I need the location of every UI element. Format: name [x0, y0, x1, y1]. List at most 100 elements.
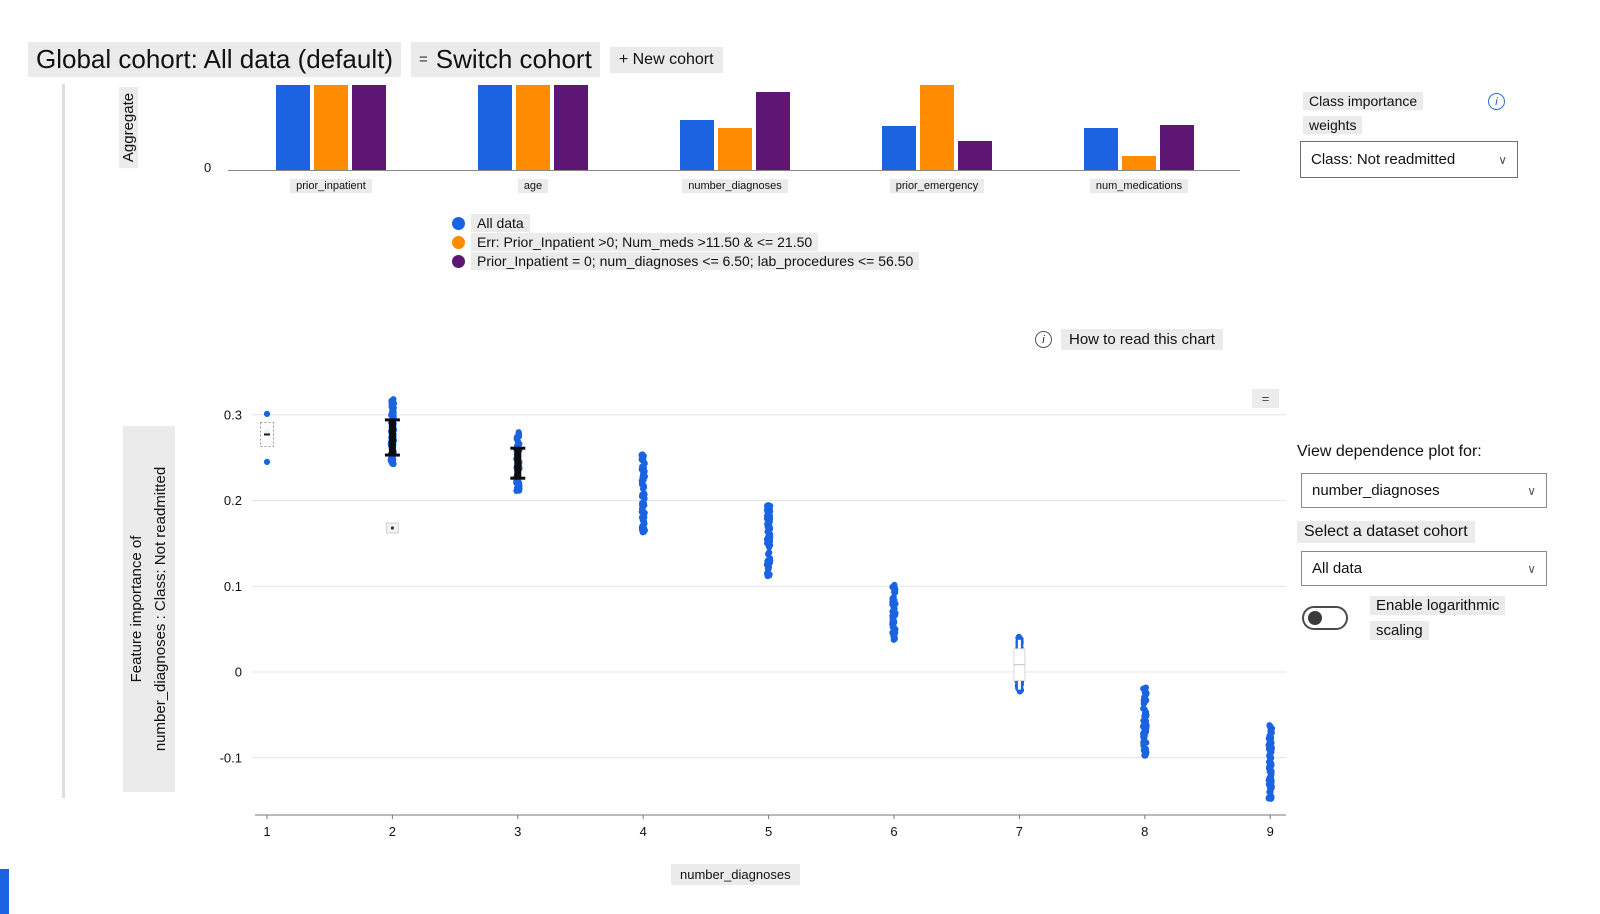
x-tick-label: 6 [890, 824, 897, 839]
x-tick-label: 3 [514, 824, 521, 839]
feature-column-prior_inpatient: prior_inpatient [230, 85, 432, 193]
point-cluster-x3 [510, 429, 526, 494]
y-axis-label-line1: Feature importance of [128, 535, 145, 683]
page-title: Global cohort: All data (default) [28, 42, 401, 77]
switch-cohort-label: Switch cohort [435, 44, 592, 74]
aggregate-zero-tick: 0 [204, 160, 212, 175]
point-cluster-x6 [889, 581, 899, 643]
point-cluster-x5 [763, 502, 774, 580]
dependence-y-axis-label: Feature importance of number_diagnoses :… [123, 426, 175, 792]
legend-dot-orange [452, 235, 465, 249]
bar-series-1 [516, 85, 550, 170]
class-importance-label-line2: weights [1303, 116, 1363, 134]
chevron-down-icon: ∨ [1527, 561, 1536, 576]
new-cohort-button[interactable]: + New cohort [609, 46, 723, 73]
legend-label: All data [471, 214, 530, 232]
point-cluster-x1 [260, 410, 274, 465]
class-weight-selected-value: Class: Not readmitted [1311, 151, 1456, 168]
toggle-knob [1308, 611, 1322, 625]
legend-item-all-data[interactable]: All data [452, 214, 919, 232]
bar-series-2 [958, 141, 992, 170]
bar-cluster [680, 85, 790, 170]
switch-cohort-button[interactable]: = Switch cohort [410, 42, 600, 77]
bar-series-0 [680, 120, 714, 170]
x-tick-label: 8 [1141, 824, 1148, 839]
aggregate-y-axis-label: Aggregate [119, 86, 139, 169]
bar-cluster [276, 85, 386, 170]
cohort-selected-value: All data [1312, 560, 1363, 577]
legend-item-inpatient-cohort[interactable]: Prior_Inpatient = 0; num_diagnoses <= 6.… [452, 252, 920, 270]
aggregate-baseline [228, 170, 1240, 171]
feature-column-age: age [432, 85, 634, 193]
how-to-read-row: i How to read this chart [1035, 329, 1223, 350]
legend-dot-purple [452, 254, 465, 268]
x-tick-label: 2 [389, 824, 396, 839]
select-cohort-label: Select a dataset cohort [1297, 521, 1475, 543]
x-category-label: num_medications [1089, 179, 1189, 193]
left-divider [62, 84, 65, 798]
legend-dot-blue [452, 216, 465, 230]
x-tick-label: 5 [765, 824, 772, 839]
legend-label: Prior_Inpatient = 0; num_diagnoses <= 6.… [471, 252, 920, 270]
bar-series-1 [1122, 156, 1156, 170]
legend-label: Err: Prior_Inpatient >0; Num_meds >11.50… [471, 233, 819, 251]
feature-column-prior_emergency: prior_emergency [836, 85, 1038, 193]
bar-cluster [1084, 85, 1194, 170]
feature-dropdown[interactable]: number_diagnoses ∨ [1301, 473, 1547, 508]
cohort-dropdown[interactable]: All data ∨ [1301, 551, 1547, 586]
y-tick-label: 0 [235, 665, 242, 680]
class-weight-dropdown[interactable]: Class: Not readmitted ∨ [1300, 141, 1518, 178]
bar-series-0 [478, 85, 512, 170]
x-category-label: number_diagnoses [682, 179, 788, 193]
switch-icon: = [418, 51, 428, 68]
point-cluster-x4 [638, 451, 648, 536]
legend-item-error-cohort[interactable]: Err: Prior_Inpatient >0; Num_meds >11.50… [452, 233, 919, 251]
point-cluster-x9 [1265, 722, 1275, 802]
logarithmic-scaling-toggle[interactable] [1302, 606, 1348, 630]
x-category-label: prior_inpatient [290, 179, 372, 193]
x-tick-label: 1 [263, 824, 270, 839]
log-toggle-label-line2: scaling [1370, 621, 1429, 640]
bar-series-2 [554, 85, 588, 170]
x-tick-label: 7 [1016, 824, 1023, 839]
bar-series-1 [920, 85, 954, 170]
point-cluster-x8 [1140, 684, 1150, 759]
y-axis-label-line2: number_diagnoses : Class: Not readmitted [152, 466, 169, 752]
y-tick-label: 0.2 [224, 493, 242, 508]
corner-accent [0, 869, 9, 914]
bar-series-1 [314, 85, 348, 170]
x-category-label: prior_emergency [889, 179, 985, 193]
y-tick-label: -0.1 [220, 750, 242, 765]
point-cluster-x7 [1013, 633, 1026, 695]
point-cluster-x2 [384, 396, 400, 534]
log-toggle-label-line1: Enable logarithmic [1370, 596, 1506, 615]
x-tick-label: 9 [1267, 824, 1274, 839]
global-cohort-header: Global cohort: All data (default) = Swit… [28, 42, 723, 77]
chevron-down-icon: ∨ [1527, 483, 1536, 498]
aggregate-plot: prior_inpatient age number_diagnoses prior_… [230, 85, 1240, 193]
bar-series-0 [276, 85, 310, 170]
info-icon[interactable]: i [1488, 93, 1505, 110]
bar-cluster [882, 85, 992, 170]
cohort-legend: All data Err: Prior_Inpatient >0; Num_me… [452, 214, 920, 271]
y-tick-label: 0.1 [224, 579, 242, 594]
dependence-x-axis-label: number_diagnoses [671, 864, 800, 885]
bar-series-1 [718, 128, 752, 170]
chevron-down-icon: ∨ [1498, 152, 1507, 167]
how-to-read-label: How to read this chart [1061, 329, 1223, 350]
x-tick-label: 4 [640, 824, 647, 839]
bar-series-2 [1160, 125, 1194, 170]
info-icon[interactable]: i [1035, 331, 1052, 348]
chart-menu-button[interactable]: = [1252, 389, 1279, 408]
feature-selected-value: number_diagnoses [1312, 482, 1440, 499]
class-importance-label-line1: Class importance [1303, 92, 1424, 110]
y-tick-label: 0.3 [224, 407, 242, 422]
bar-cluster [478, 85, 588, 170]
feature-column-num_medications: num_medications [1038, 85, 1240, 193]
bar-series-2 [756, 92, 790, 170]
x-category-label: age [517, 179, 549, 193]
bar-series-0 [1084, 128, 1118, 170]
feature-column-number_diagnoses: number_diagnoses [634, 85, 836, 193]
dependence-plot-svg: 0.3 0.2 0.1 0 -0.1 1 2 3 4 5 6 7 8 9 [220, 396, 1286, 839]
